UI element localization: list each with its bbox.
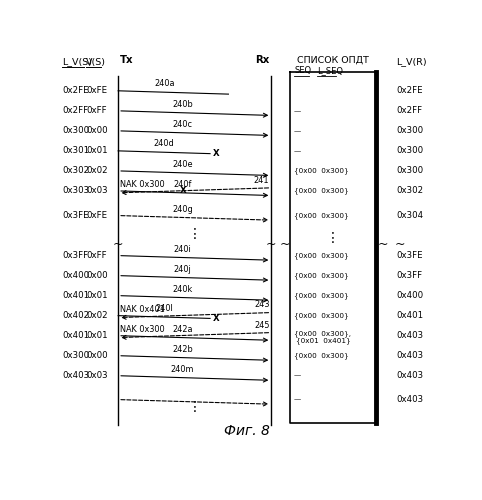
- Text: 0x300: 0x300: [62, 351, 89, 360]
- Text: 240a: 240a: [154, 80, 174, 88]
- Text: ~: ~: [378, 238, 388, 250]
- Text: NAK 0x300: NAK 0x300: [120, 324, 165, 334]
- Text: 0xFE: 0xFE: [86, 211, 107, 220]
- Text: X: X: [213, 314, 220, 323]
- Text: 240c: 240c: [173, 120, 192, 129]
- Text: 0x402: 0x402: [62, 311, 89, 320]
- Text: 0x403: 0x403: [396, 331, 424, 340]
- Text: ~: ~: [113, 238, 123, 250]
- Text: 240f: 240f: [174, 180, 192, 189]
- Text: {0x00  0x300}: {0x00 0x300}: [294, 292, 348, 299]
- Text: ~: ~: [279, 238, 290, 250]
- Text: 245: 245: [254, 320, 269, 330]
- Text: {0x00  0x300},: {0x00 0x300},: [294, 330, 351, 337]
- Text: 0x03: 0x03: [86, 186, 108, 196]
- Text: 240l: 240l: [155, 304, 173, 313]
- Text: ⋮: ⋮: [188, 400, 201, 413]
- Text: 0x300: 0x300: [62, 126, 89, 136]
- Text: 0x300: 0x300: [396, 126, 424, 136]
- Text: —: —: [294, 396, 301, 402]
- Text: 0x2FE: 0x2FE: [62, 86, 89, 96]
- Text: 0x01: 0x01: [86, 331, 108, 340]
- Text: 242b: 242b: [172, 345, 193, 354]
- Text: —: —: [294, 128, 301, 134]
- Text: {0x00  0x300}: {0x00 0x300}: [294, 352, 348, 359]
- Text: 0x2FE: 0x2FE: [396, 86, 423, 96]
- Text: 241: 241: [254, 176, 269, 184]
- Text: 0x01: 0x01: [86, 146, 108, 156]
- Text: NAK 0x401: NAK 0x401: [120, 304, 165, 314]
- Text: X: X: [213, 149, 220, 158]
- Text: 240m: 240m: [171, 365, 194, 374]
- Text: 0x2FF: 0x2FF: [62, 106, 88, 116]
- Text: {0x00  0x300}: {0x00 0x300}: [294, 272, 348, 279]
- Text: 0xFF: 0xFF: [86, 106, 107, 116]
- Text: 0x403: 0x403: [62, 371, 89, 380]
- Text: —: —: [294, 372, 301, 378]
- Text: 240e: 240e: [172, 160, 193, 169]
- Text: 0x01: 0x01: [86, 291, 108, 300]
- Text: 0x02: 0x02: [86, 311, 108, 320]
- Text: L_V(R): L_V(R): [396, 58, 427, 66]
- Text: Rx: Rx: [255, 56, 269, 66]
- Text: ⋮: ⋮: [188, 228, 201, 241]
- Text: 0x02: 0x02: [86, 166, 108, 175]
- Text: Tx: Tx: [120, 56, 134, 66]
- Text: NAK 0x300: NAK 0x300: [120, 180, 165, 189]
- Text: 0x00: 0x00: [86, 126, 108, 136]
- Text: 0x302: 0x302: [62, 166, 89, 175]
- Text: {0x00  0x300}: {0x00 0x300}: [294, 312, 348, 319]
- Text: СПИСОК ОПДТ: СПИСОК ОПДТ: [297, 56, 369, 64]
- Text: 0x304: 0x304: [396, 211, 424, 220]
- Text: 0x00: 0x00: [86, 271, 108, 280]
- Text: L_SEQ: L_SEQ: [317, 66, 343, 75]
- Text: {0x00  0x300}: {0x00 0x300}: [294, 188, 348, 194]
- Text: {0x00  0x300}: {0x00 0x300}: [294, 168, 348, 174]
- Text: 0x302: 0x302: [396, 186, 424, 196]
- Text: 0x400: 0x400: [62, 271, 89, 280]
- Text: {0x00  0x300}: {0x00 0x300}: [294, 252, 348, 259]
- Text: 0x401: 0x401: [62, 331, 89, 340]
- Text: 0x403: 0x403: [396, 395, 424, 404]
- Text: 240d: 240d: [154, 140, 174, 148]
- Text: ~: ~: [395, 238, 405, 250]
- Text: X: X: [180, 186, 187, 195]
- Text: —: —: [294, 108, 301, 114]
- Text: {0x01  0x401}: {0x01 0x401}: [295, 338, 350, 344]
- Text: {0x00  0x300}: {0x00 0x300}: [294, 212, 348, 219]
- Text: 0x300: 0x300: [396, 146, 424, 156]
- Text: 0x2FF: 0x2FF: [396, 106, 423, 116]
- Text: ~: ~: [266, 238, 277, 250]
- Text: 0xFE: 0xFE: [86, 86, 107, 96]
- Text: 0x3FF: 0x3FF: [396, 271, 423, 280]
- Text: ⋮: ⋮: [326, 232, 340, 245]
- Text: V(S): V(S): [86, 58, 107, 66]
- Text: 242a: 242a: [172, 325, 193, 334]
- Text: 0x401: 0x401: [396, 311, 424, 320]
- Text: 0x400: 0x400: [396, 291, 424, 300]
- Text: 0x303: 0x303: [62, 186, 89, 196]
- Text: 0x403: 0x403: [396, 371, 424, 380]
- Text: 0x3FE: 0x3FE: [396, 251, 423, 260]
- Text: 243: 243: [254, 300, 269, 310]
- Text: 240k: 240k: [173, 284, 193, 294]
- Text: 240g: 240g: [172, 204, 193, 214]
- Text: 0x3FE: 0x3FE: [62, 211, 89, 220]
- Text: 0x301: 0x301: [62, 146, 89, 156]
- Text: 0x403: 0x403: [396, 351, 424, 360]
- Text: 0x401: 0x401: [62, 291, 89, 300]
- Text: 0x300: 0x300: [396, 166, 424, 175]
- Text: Фиг. 8: Фиг. 8: [224, 424, 270, 438]
- Text: 240j: 240j: [174, 264, 191, 274]
- Text: 0x3FF: 0x3FF: [62, 251, 88, 260]
- Text: 240i: 240i: [174, 244, 191, 254]
- Text: 0xFF: 0xFF: [86, 251, 107, 260]
- Text: 240b: 240b: [172, 100, 193, 109]
- Text: SEQ: SEQ: [295, 66, 311, 75]
- Text: L_V(S): L_V(S): [62, 58, 92, 66]
- Text: 0x00: 0x00: [86, 351, 108, 360]
- Text: 0x03: 0x03: [86, 371, 108, 380]
- Text: —: —: [294, 148, 301, 154]
